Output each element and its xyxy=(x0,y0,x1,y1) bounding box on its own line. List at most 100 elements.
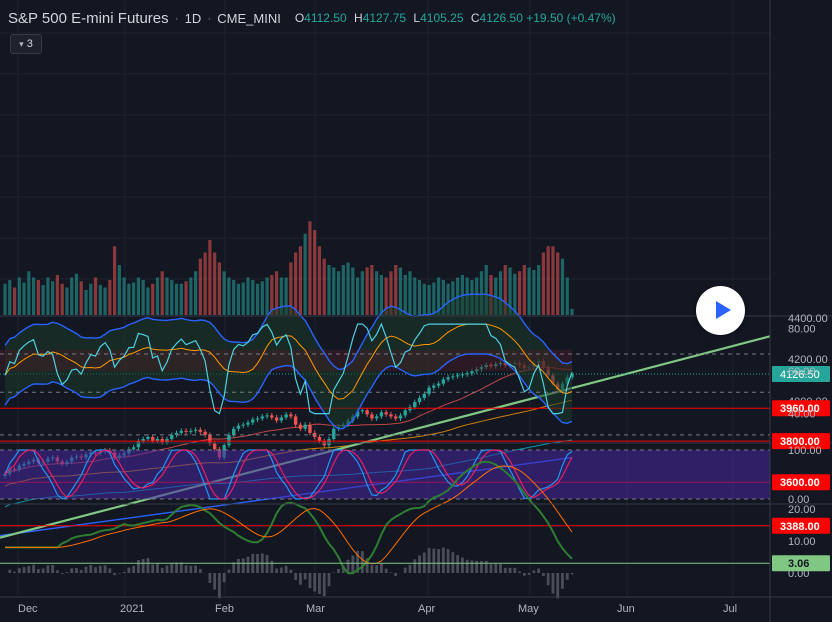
candle-body xyxy=(455,375,460,377)
macd-histogram-bar xyxy=(380,563,383,573)
volume-bar xyxy=(408,271,412,315)
volume-bar xyxy=(427,285,431,315)
candle-body xyxy=(298,424,303,429)
volume-bar xyxy=(484,265,488,315)
low-key: L xyxy=(413,11,421,25)
macd-histogram-bar xyxy=(103,565,107,573)
volume-bar xyxy=(432,282,436,315)
macd-histogram-bar xyxy=(494,563,498,573)
volume-bar xyxy=(570,308,574,315)
time-tick-label: Feb xyxy=(215,603,234,615)
macd-histogram-bar xyxy=(299,573,302,585)
time-tick-label: Jun xyxy=(617,603,635,615)
price-axis[interactable]: 4400.004200.004000.003200.003960.003800.… xyxy=(772,313,830,580)
volume-bar xyxy=(174,283,179,315)
macd-histogram-bar xyxy=(332,572,336,573)
volume-bar xyxy=(70,277,74,315)
header-separator: · xyxy=(174,11,179,25)
play-replay-button[interactable] xyxy=(696,286,745,335)
volume-bar xyxy=(394,265,398,315)
macd-value-label: 3.06 xyxy=(788,558,809,570)
volume-bar xyxy=(160,271,164,315)
macd-histogram-bar xyxy=(551,573,555,594)
symbol-title[interactable]: S&P 500 E-mini Futures xyxy=(8,9,169,27)
candle-body xyxy=(308,424,312,433)
volume-bar xyxy=(389,271,393,315)
macd-histogram-bar xyxy=(218,573,221,599)
candle-body xyxy=(379,412,384,417)
macd-histogram-bar xyxy=(370,565,374,573)
macd-histogram-bar xyxy=(346,559,350,573)
macd-histogram-bar xyxy=(446,549,450,573)
stoch-k-line xyxy=(4,449,573,500)
macd-histogram-bar xyxy=(146,558,150,573)
volume-bar xyxy=(213,252,217,315)
low-value: 4105.25 xyxy=(420,11,464,25)
candle-body xyxy=(227,434,231,446)
volume-bar xyxy=(165,277,169,315)
volume-bar xyxy=(479,271,484,315)
candle-body xyxy=(184,430,188,432)
macd-histogram-bar xyxy=(265,554,269,573)
macd-histogram-bar xyxy=(508,567,512,573)
macd-histogram-bar xyxy=(17,568,21,573)
volume-bar xyxy=(65,287,69,315)
macd-histogram-bar xyxy=(475,560,479,573)
volume-bar xyxy=(355,277,360,315)
macd-histogram-bar xyxy=(413,559,417,573)
macd-histogram-bar xyxy=(437,549,440,573)
legend-collapse-button[interactable]: ▾ 3 xyxy=(10,34,42,54)
indicator-count: 3 xyxy=(26,38,33,50)
macd-histogram-bar xyxy=(232,562,236,573)
volume-bar xyxy=(117,265,121,315)
candle-body xyxy=(498,363,503,365)
macd-histogram-bar xyxy=(375,565,379,573)
candle-body xyxy=(193,429,198,431)
macd-histogram-bar xyxy=(94,567,97,573)
macd-histogram-bar xyxy=(117,573,121,574)
macd-histogram-bar xyxy=(56,570,59,573)
macd-histogram-bar xyxy=(237,558,240,573)
candle-body xyxy=(503,363,507,366)
candle-body xyxy=(284,414,288,418)
volume-bar xyxy=(27,271,31,315)
candle-body xyxy=(370,414,374,419)
rsi-band-upper xyxy=(4,293,573,371)
macd-histogram-bar xyxy=(546,573,550,586)
macd-histogram-bar xyxy=(441,547,445,573)
volume-bar xyxy=(227,277,231,315)
macd-histogram-bar xyxy=(360,551,364,573)
volume-bar xyxy=(384,277,388,315)
time-axis[interactable]: Dec 2021 Feb Mar Apr May Jun Jul xyxy=(18,603,737,615)
macd-histogram-bar xyxy=(60,573,64,574)
macd-histogram-bar xyxy=(318,573,321,595)
candle-body xyxy=(451,376,455,378)
volume-bar xyxy=(17,277,21,315)
volume-bar xyxy=(346,262,350,315)
volume-bar xyxy=(198,258,202,315)
macd-histogram-bar xyxy=(522,573,526,576)
macd-histogram-bar xyxy=(13,571,16,573)
interval-label[interactable]: 1D xyxy=(184,10,202,26)
candle-body xyxy=(489,365,493,367)
candle-body xyxy=(136,441,141,448)
macd-histogram-bar xyxy=(322,573,326,597)
rsi-tick-label: 80.00 xyxy=(788,323,816,335)
macd-histogram-bar xyxy=(189,565,193,573)
volume-bar xyxy=(265,277,269,315)
volume-bar xyxy=(527,267,531,315)
volume-bar xyxy=(508,267,512,315)
macd-histogram-bar xyxy=(36,569,40,573)
candle-body xyxy=(494,364,498,367)
candle-body xyxy=(432,385,436,388)
level-price-tag xyxy=(772,474,830,491)
volume-bar xyxy=(22,282,26,315)
volume-bar xyxy=(332,267,336,315)
macd-histogram-bar xyxy=(427,548,431,573)
candle-body xyxy=(303,424,307,429)
volume-bar xyxy=(255,283,260,315)
macd-histogram-bar xyxy=(89,565,93,573)
candle-body xyxy=(394,416,398,419)
